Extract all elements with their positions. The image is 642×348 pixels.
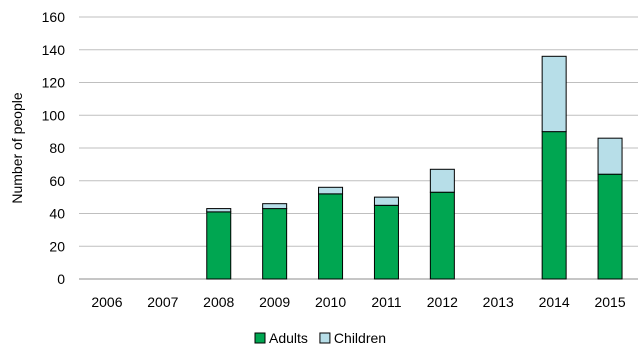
bar-children-2010 — [318, 186, 344, 195]
bar-children-2009 — [262, 203, 288, 210]
x-tick-label-2009: 2009 — [259, 294, 290, 310]
gridlines — [79, 16, 638, 280]
y-tick-label-60: 60 — [49, 173, 65, 189]
y-tick-label-160: 160 — [42, 9, 66, 25]
x-tick-label-2006: 2006 — [91, 294, 122, 310]
bar-adults-2011 — [373, 204, 399, 280]
x-axis-tick-labels: 2006 2007 2008 2009 2010 2011 2012 2013 2014 2015 — [91, 294, 625, 310]
y-tick-label-40: 40 — [49, 206, 65, 222]
y-axis-title: Number of people — [9, 92, 25, 204]
y-tick-label-140: 140 — [42, 42, 66, 58]
bar-children-2008 — [206, 208, 232, 213]
bar-adults-2008 — [206, 211, 232, 280]
legend-swatch-adults — [254, 332, 266, 344]
legend: Adults Children — [254, 330, 386, 346]
y-tick-label-20: 20 — [49, 238, 65, 254]
x-tick-label-2012: 2012 — [427, 294, 458, 310]
x-tick-label-2011: 2011 — [371, 294, 401, 310]
legend-label-children: Children — [334, 330, 386, 346]
bar-adults-2009 — [262, 208, 288, 280]
x-tick-label-2008: 2008 — [203, 294, 234, 310]
bar-adults-2010 — [318, 193, 344, 280]
x-tick-label-2015: 2015 — [594, 294, 625, 310]
bar-children-2014 — [541, 55, 567, 133]
y-tick-label-80: 80 — [49, 140, 65, 156]
bars — [206, 55, 623, 280]
x-tick-label-2007: 2007 — [147, 294, 178, 310]
x-tick-label-2013: 2013 — [483, 294, 514, 310]
y-axis-tick-labels: 0 20 40 60 80 100 120 140 160 — [42, 9, 66, 287]
bar-adults-2015 — [597, 173, 623, 280]
bar-children-2012 — [429, 168, 455, 193]
legend-swatch-children — [319, 332, 331, 344]
bar-children-2011 — [373, 196, 399, 206]
y-tick-label-100: 100 — [42, 107, 66, 123]
x-tick-label-2010: 2010 — [315, 294, 346, 310]
legend-label-adults: Adults — [269, 330, 308, 346]
y-tick-label-0: 0 — [57, 271, 65, 287]
bar-adults-2012 — [429, 191, 455, 280]
bar-children-2015 — [597, 137, 623, 175]
x-tick-label-2014: 2014 — [539, 294, 570, 310]
bar-adults-2014 — [541, 131, 567, 280]
y-tick-label-120: 120 — [42, 75, 66, 91]
